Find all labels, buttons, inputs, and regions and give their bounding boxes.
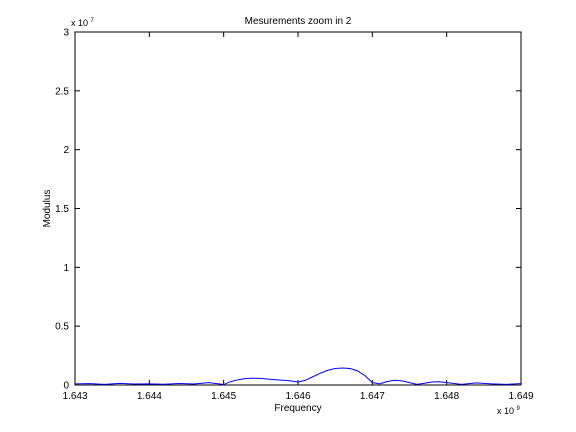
y-tick-label: 1 — [63, 263, 69, 274]
x-tick-label: 1.645 — [211, 391, 236, 402]
x-tick-label: 1.643 — [62, 391, 87, 402]
y-exponent-power: 7 — [91, 18, 95, 24]
series-line — [74, 367, 522, 386]
y-tick-label: 0 — [63, 381, 69, 392]
x-exponent-power: 9 — [517, 406, 521, 412]
y-exponent-base: x 10 — [71, 18, 88, 28]
x-tick-label: 1.649 — [508, 391, 533, 402]
y-axis-exponent: x 10 7 — [71, 18, 95, 28]
y-tick-label: 3 — [63, 28, 69, 39]
series-layer — [74, 367, 522, 386]
x-tick-label: 1.646 — [285, 391, 310, 402]
y-axis-ticks: 0 0.5 1 1.5 2 2.5 3 — [55, 28, 521, 392]
x-axis-exponent: x 10 9 — [497, 406, 521, 416]
x-axis-title: Frequency — [274, 403, 321, 414]
y-tick-label: 2 — [63, 145, 69, 156]
y-tick-label: 0.5 — [55, 322, 69, 333]
y-tick-label: 2.5 — [55, 86, 69, 97]
x-tick-label: 1.647 — [360, 391, 385, 402]
x-axis-ticks: 1.643 1.644 1.645 1.646 1.647 1.648 1.649 — [62, 32, 534, 402]
y-axis-title: Modulus — [42, 190, 53, 228]
x-tick-label: 1.648 — [434, 391, 459, 402]
y-tick-label: 1.5 — [55, 204, 69, 215]
plot-area — [74, 31, 522, 386]
chart-title: Mesurements zoom in 2 — [245, 16, 352, 27]
x-exponent-base: x 10 — [497, 406, 514, 416]
x-tick-label: 1.644 — [137, 391, 162, 402]
